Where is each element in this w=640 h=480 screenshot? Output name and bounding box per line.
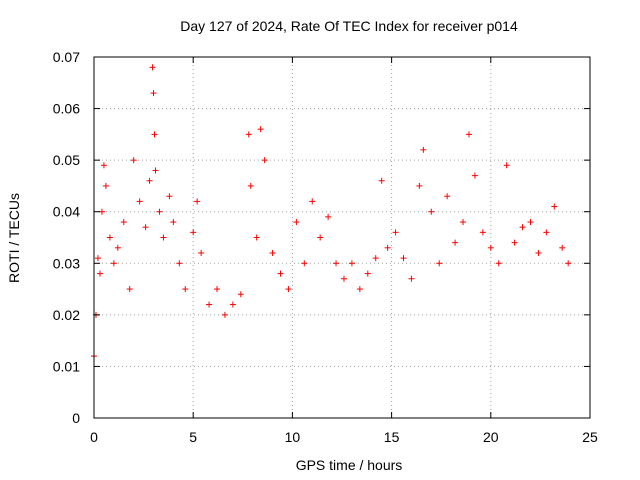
data-point [285, 286, 292, 293]
data-point [214, 286, 221, 293]
data-point [511, 239, 518, 246]
plot-frame [93, 56, 591, 419]
data-point [559, 244, 566, 251]
data-point [94, 255, 101, 262]
data-point [372, 255, 379, 262]
data-point [487, 244, 494, 251]
y-tick-label: 0.04 [53, 204, 80, 220]
y-tick-label: 0.03 [53, 255, 80, 271]
data-point [309, 198, 316, 205]
data-point [495, 260, 502, 267]
data-point [527, 219, 534, 226]
data-point [356, 286, 363, 293]
x-tick-label: 20 [483, 429, 499, 445]
axis-ticks: 0 5 10 15 20 25 0 0.01 0.02 0.03 0.04 0.05 0.06 0.07 [53, 49, 598, 445]
data-point [130, 157, 137, 164]
data-point [301, 260, 308, 267]
data-point [253, 234, 260, 241]
data-point [408, 275, 415, 282]
y-tick-label: 0.06 [53, 101, 80, 117]
data-point [384, 244, 391, 251]
data-point [142, 224, 149, 231]
y-axis-label: ROTI / TECUs [6, 193, 22, 283]
data-point [392, 229, 399, 236]
data-point [293, 219, 300, 226]
data-point [194, 198, 201, 205]
data-point [325, 213, 332, 220]
data-point [269, 249, 276, 256]
data-point [565, 260, 572, 267]
data-point [182, 286, 189, 293]
grid-lines [94, 57, 590, 418]
data-point [551, 203, 558, 210]
data-point [110, 260, 117, 267]
data-point [340, 275, 347, 282]
data-point [166, 193, 173, 200]
x-tick-label: 15 [384, 429, 400, 445]
data-point [150, 90, 157, 97]
data-point [120, 219, 127, 226]
x-axis-label: GPS time / hours [296, 457, 403, 473]
data-point [152, 167, 159, 174]
data-point [237, 291, 244, 298]
data-point [151, 131, 158, 138]
data-point [479, 229, 486, 236]
data-point [436, 260, 443, 267]
data-point [543, 229, 550, 236]
data-point [114, 244, 121, 251]
x-tick-label: 0 [90, 429, 98, 445]
data-point [378, 177, 385, 184]
data-point [126, 286, 133, 293]
data-point [149, 64, 156, 71]
x-tick-label: 25 [582, 429, 598, 445]
data-point [245, 131, 252, 138]
data-point [190, 229, 197, 236]
data-point [444, 193, 451, 200]
data-point [420, 146, 427, 153]
y-tick-label: 0.01 [53, 358, 80, 374]
data-point [100, 162, 107, 169]
y-tick-label: 0.02 [53, 307, 80, 323]
data-point [229, 301, 236, 308]
data-point [519, 224, 526, 231]
data-point [452, 239, 459, 246]
data-point [206, 301, 213, 308]
data-point [277, 270, 284, 277]
data-point [257, 126, 264, 133]
data-point [261, 157, 268, 164]
data-point [198, 249, 205, 256]
chart-title: Day 127 of 2024, Rate Of TEC Index for r… [180, 18, 518, 34]
data-point [160, 234, 167, 241]
y-tick-label: 0.07 [53, 49, 80, 65]
data-point [400, 255, 407, 262]
data-point [503, 162, 510, 169]
data-point [535, 249, 542, 256]
x-tick-label: 10 [285, 429, 301, 445]
data-point [247, 182, 254, 189]
data-point [136, 198, 143, 205]
data-point [146, 177, 153, 184]
data-point [96, 270, 103, 277]
data-point [348, 260, 355, 267]
data-point [471, 172, 478, 179]
data-point [176, 260, 183, 267]
x-tick-label: 5 [189, 429, 197, 445]
data-point [102, 182, 109, 189]
data-point [428, 208, 435, 215]
data-point [317, 234, 324, 241]
data-point [221, 311, 228, 318]
data-point [465, 131, 472, 138]
data-point [416, 182, 423, 189]
data-point [460, 219, 467, 226]
data-point [106, 234, 113, 241]
y-tick-label: 0.05 [53, 152, 80, 168]
data-point [364, 270, 371, 277]
data-point [156, 208, 163, 215]
data-point [170, 219, 177, 226]
y-tick-label: 0 [72, 410, 80, 426]
data-point [333, 260, 340, 267]
